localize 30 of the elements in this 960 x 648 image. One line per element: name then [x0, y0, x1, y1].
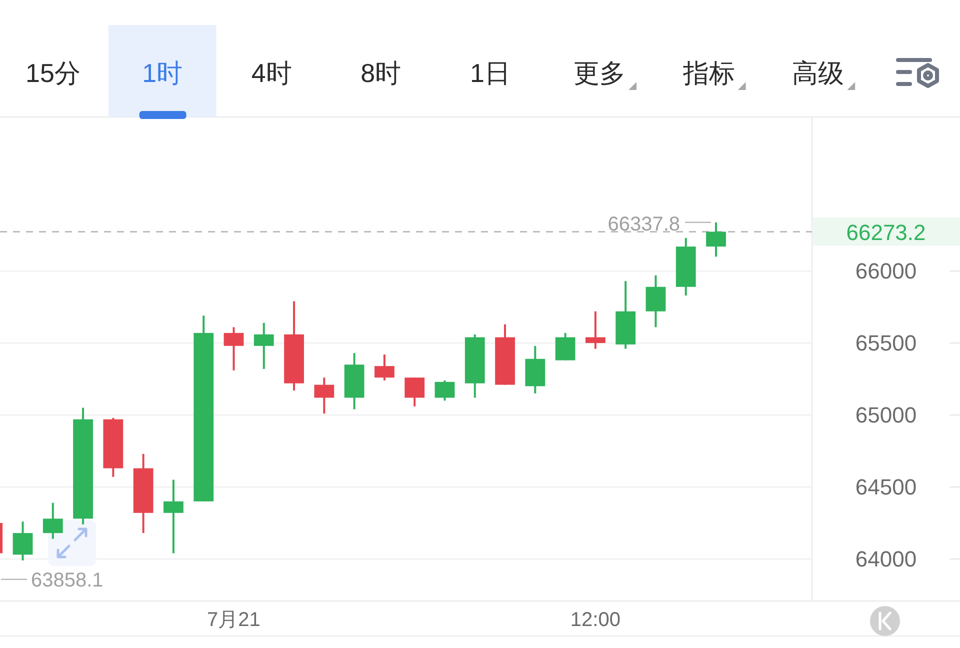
y-tick-label: 65000	[855, 402, 917, 428]
y-tick-label: 64000	[855, 546, 917, 572]
ref-line-label: 66273.2	[846, 220, 926, 246]
candlestick	[434, 379, 455, 402]
candlestick	[404, 376, 425, 408]
candlestick	[314, 376, 334, 415]
text: 指标	[682, 58, 735, 88]
text: 1时	[142, 58, 183, 88]
y-tick-label: 66000	[855, 258, 917, 284]
text: 更多	[574, 58, 626, 88]
text: 4时	[251, 58, 292, 88]
text: 1日	[470, 58, 510, 88]
x-tick-label: 7月21	[207, 609, 260, 631]
candlestick	[254, 322, 274, 370]
y-tick-label: 65500	[855, 330, 917, 356]
candlestick	[12, 520, 33, 562]
text: 高级	[792, 58, 844, 88]
x-tick-label: 12:00	[570, 609, 620, 631]
candlestick	[164, 478, 184, 554]
annotation: 63858.1	[31, 569, 104, 592]
candlestick	[224, 326, 244, 372]
annotation: 66337.8	[608, 213, 680, 236]
text: 8时	[360, 58, 402, 88]
candlestick	[555, 332, 576, 362]
y-tick-label: 64500	[855, 474, 917, 500]
text: 15分	[26, 58, 80, 88]
candlestick	[42, 502, 63, 540]
candlestick	[374, 354, 394, 382]
candlestick	[585, 310, 606, 350]
candlestick	[706, 221, 726, 258]
